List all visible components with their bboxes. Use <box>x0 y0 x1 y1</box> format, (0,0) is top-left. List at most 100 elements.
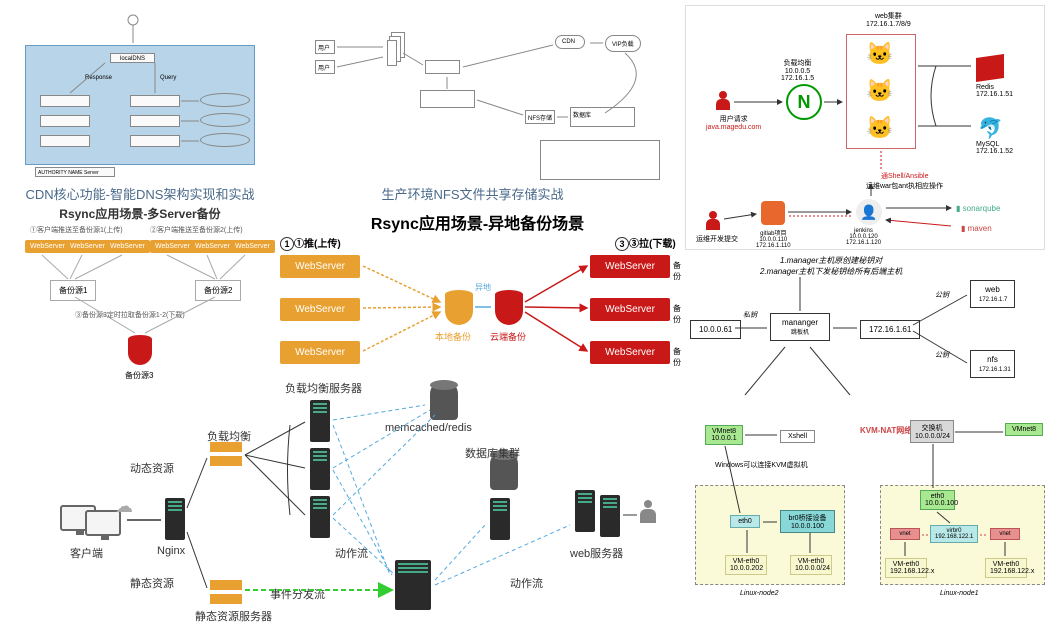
box-a3 <box>40 135 90 147</box>
node2-label: Linux-node2 <box>740 590 779 597</box>
server-2: WebServer <box>65 240 110 253</box>
redis-icon <box>976 54 1004 82</box>
desc-text: 1.manager主机原创建秘钥对2.manager主机下发秘钥给所有后端主机 <box>760 255 902 277</box>
web-srv-2 <box>600 495 620 537</box>
manager-network-diagram: 1.manager主机原创建秘钥对2.manager主机下发秘钥给所有后端主机 … <box>685 255 1045 405</box>
vmeth0-box-l1: VM-eth010.0.0.202 <box>725 555 767 575</box>
srv-1 <box>310 400 330 442</box>
ws-o-1: WebServer <box>280 255 360 278</box>
mysql-icon: 🐬 <box>978 116 1003 141</box>
user-icon-1 <box>716 91 730 111</box>
vm2-box: VMnet8 <box>1005 423 1043 436</box>
backup2-box: 备份源2 <box>195 280 241 301</box>
shell-label: 通Shell/Ansible <box>881 171 928 181</box>
rsync-multi-title: Rsync应用场景-多Server备份 <box>20 205 260 222</box>
server-3: WebServer <box>105 240 150 253</box>
web-srv-1 <box>575 490 595 532</box>
server-4: WebServer <box>150 240 195 253</box>
priv-label: 私钥 <box>743 310 757 320</box>
rsync-multiserver-diagram: Rsync应用场景-多Server备份 ①客户端推送至备份源1(上传) ②客户端… <box>20 205 260 380</box>
vm1-box: VMnet810.0.0.1 <box>705 425 743 445</box>
eth0-box-r: eth010.0.0.100 <box>920 490 955 510</box>
server-5: WebServer <box>190 240 235 253</box>
ws-o-3: WebServer <box>280 341 360 364</box>
tomcat-2-icon: 🐱 <box>866 78 893 104</box>
maven-label: ▮ maven <box>961 224 992 233</box>
manager-box: mananger跳板机 <box>770 313 830 341</box>
lb-label: 负载均衡 <box>207 428 251 444</box>
action-label-1: 动作流 <box>335 545 368 561</box>
lb-label: 负载均衡10.0.0.5172.16.1.5 <box>781 58 814 82</box>
win-label: Windows可以连接KVM虚拟机 <box>715 460 808 470</box>
mid-box <box>425 60 460 74</box>
action-label-2: 动作流 <box>510 575 543 591</box>
gitlab-label: gitlab项目10.0.0.110172.16.1.110 <box>756 228 791 249</box>
srv-2 <box>310 448 330 490</box>
authority-box: AUTHORITY NAME Server <box>35 167 115 177</box>
ws-r-1: WebServer <box>590 255 670 278</box>
web-box: web172.16.1.7 <box>970 280 1015 308</box>
server-6: WebServer <box>230 240 275 253</box>
srv-3 <box>310 496 330 538</box>
jenkins-label: jenkins10.0.0.120172.16.1.120 <box>846 228 881 246</box>
lb-icon-2 <box>210 456 242 466</box>
nfs-title: 生产环境NFS文件共享存储实战 <box>275 184 670 203</box>
backup1-box: 备份源1 <box>50 280 96 301</box>
local-backup-label: 本地备份 <box>435 330 471 343</box>
dev-icon <box>706 211 720 231</box>
static-server-label: 静态资源服务器 <box>195 608 272 624</box>
localdns-box: localDNS <box>110 53 155 63</box>
backup-db-icon <box>128 335 152 365</box>
pub-label-1: 公钥 <box>935 290 949 300</box>
remote-label: 异地 <box>475 282 491 293</box>
client-label: 客户端 <box>70 545 103 561</box>
lb-server-label: 负载均衡服务器 <box>285 380 362 396</box>
web-top-label: web集群172.16.1.7/8/9 <box>866 11 911 28</box>
cloud-icon: ☁ <box>115 496 133 517</box>
vnet-box-2: vnet <box>990 528 1020 540</box>
dynamic-label: 动态资源 <box>130 460 174 476</box>
server-1: WebServer <box>25 240 70 253</box>
ws-r-2: WebServer <box>590 298 670 321</box>
mysql-label: MySQL172.16.1.52 <box>976 141 1013 155</box>
client-2: 用户 <box>315 60 335 74</box>
ip2-box: 172.16.1.61 <box>860 320 920 339</box>
kvm-network-diagram: KVM-NAT网络模型 交换机10.0.0.0/24 VMnet810.0.0.… <box>685 410 1050 625</box>
db-cluster-label: 数据库集群 <box>465 445 520 461</box>
tomcat-3-icon: 🐱 <box>866 115 893 141</box>
jenkins-icon: 👤 <box>856 199 882 225</box>
nfs-box: NFS存储 <box>525 110 555 124</box>
pull-label: 3③拉(下载) <box>615 235 676 251</box>
static-label: 静态资源 <box>130 575 174 591</box>
web-server-label: web服务器 <box>570 545 623 561</box>
cdn-cloud: CDN <box>555 35 585 49</box>
notes-box <box>540 140 660 180</box>
user-label: 用户请求java.magedu.com <box>706 114 761 131</box>
gitlab-icon <box>761 201 785 225</box>
suffix-3: 备份 <box>673 346 681 368</box>
box-b3 <box>130 135 180 147</box>
suffix-2: 备份 <box>673 303 681 325</box>
vmeth0-box-r2: VM-eth0192.168.122.x <box>985 558 1027 578</box>
nginx-icon: N <box>786 84 822 120</box>
nginx-server-icon <box>165 498 185 540</box>
cdn-dns-diagram: localDNS Response Query AUTHORITY NAME S… <box>15 5 265 205</box>
db-srv-icon <box>490 498 510 540</box>
user-icon <box>640 500 656 524</box>
client-1: 用户 <box>315 40 335 54</box>
upload1-label: ①客户端推送至备份源1(上传) <box>30 225 123 235</box>
ip1-box: 10.0.0.61 <box>690 320 741 339</box>
static-srv-2 <box>210 594 242 604</box>
dev-label: 运维开发提交 <box>696 234 738 244</box>
mid-box-2 <box>420 90 475 108</box>
event-label: 事件分发流 <box>270 586 325 602</box>
box-a1 <box>40 95 90 107</box>
oval-2 <box>200 113 250 127</box>
rsync-remote-title: Rsync应用场景-异地备份场景 <box>275 210 680 234</box>
redis-label: Redis172.16.1.51 <box>976 84 1013 98</box>
rsync-remote-diagram: Rsync应用场景-异地备份场景 1①推(上传) 3③拉(下载) WebServ… <box>275 210 680 380</box>
pub-label-2: 公钥 <box>935 350 949 360</box>
oval-3 <box>200 133 250 147</box>
shell-box: Xshell <box>780 430 815 443</box>
box-b2 <box>130 115 180 127</box>
